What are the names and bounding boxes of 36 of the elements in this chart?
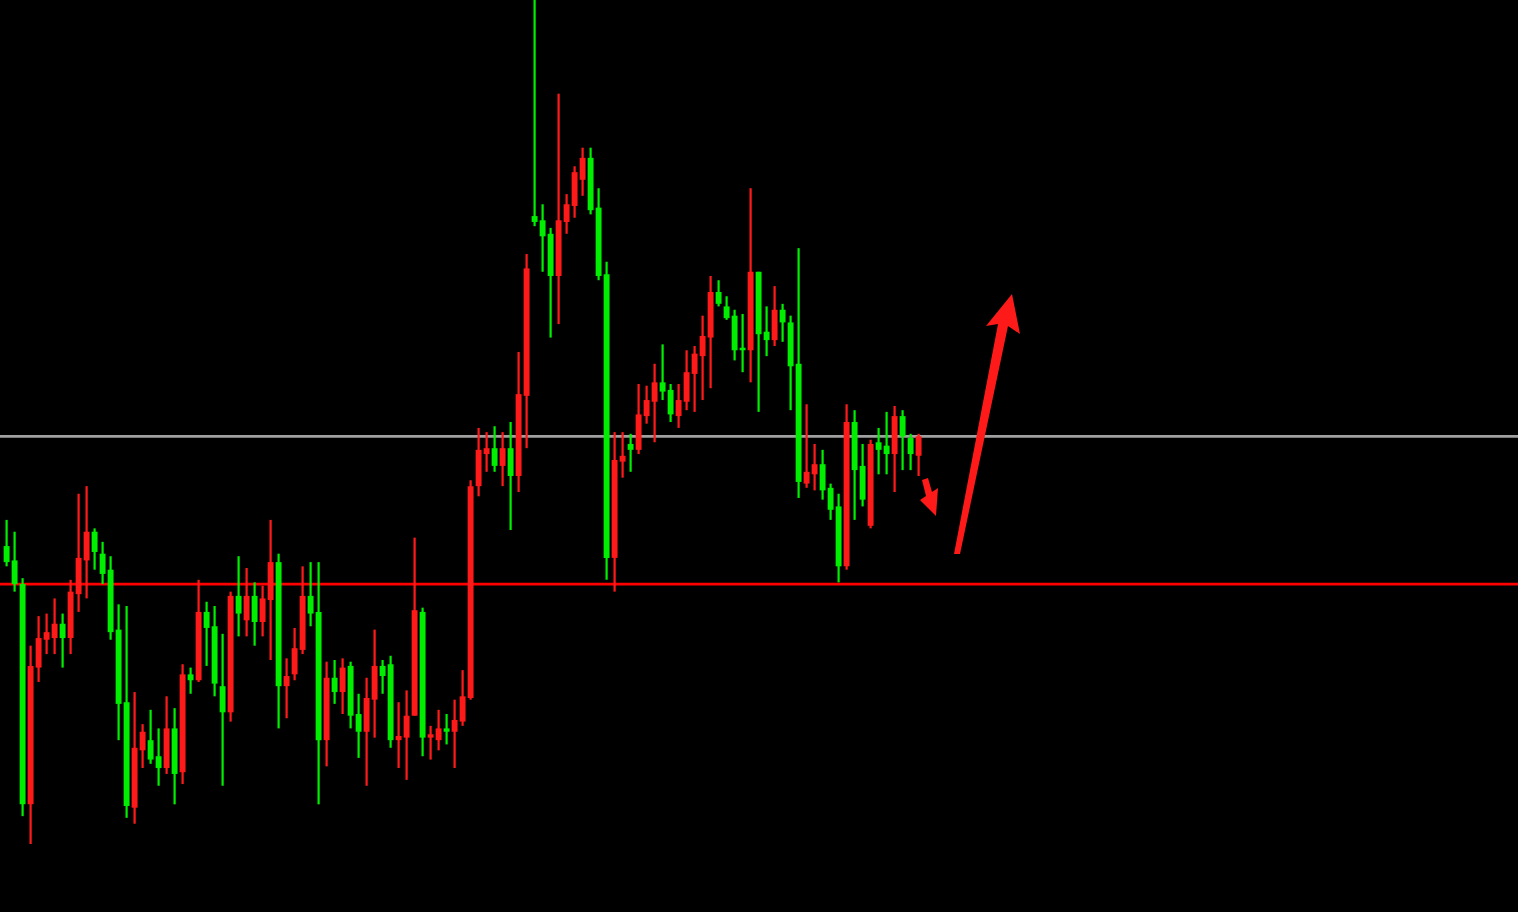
candlestick	[635, 382, 642, 456]
candlestick	[707, 274, 714, 390]
candlestick	[403, 689, 410, 781]
candlestick	[891, 404, 898, 494]
candlestick	[171, 707, 178, 806]
candlestick	[915, 432, 922, 478]
candlestick	[499, 431, 506, 488]
candlestick	[339, 657, 346, 716]
candlestick	[331, 658, 338, 706]
candlestick	[235, 555, 242, 638]
candlestick	[443, 712, 450, 746]
candlestick	[899, 409, 906, 472]
candlestick	[883, 410, 890, 476]
candlestick	[811, 442, 818, 492]
candlestick	[187, 666, 194, 695]
candlestick	[547, 226, 554, 339]
candlestick	[667, 382, 674, 424]
candlestick	[803, 403, 810, 489]
candlestick	[251, 581, 258, 647]
candlestick	[51, 597, 58, 656]
candlestick	[371, 628, 378, 739]
candlestick	[243, 566, 250, 638]
candlestick	[507, 420, 514, 532]
candlestick	[267, 518, 274, 662]
candlestick	[771, 285, 778, 348]
candlestick	[163, 695, 170, 776]
candlestick	[219, 632, 226, 787]
candlestick	[155, 727, 162, 787]
candlestick	[491, 425, 498, 473]
candlestick	[427, 724, 434, 761]
candlestick	[435, 708, 442, 752]
candlestick	[59, 612, 66, 669]
candlestick	[627, 432, 634, 473]
candlestick	[683, 349, 690, 412]
candlestick	[651, 362, 658, 444]
candlestick	[83, 485, 90, 600]
